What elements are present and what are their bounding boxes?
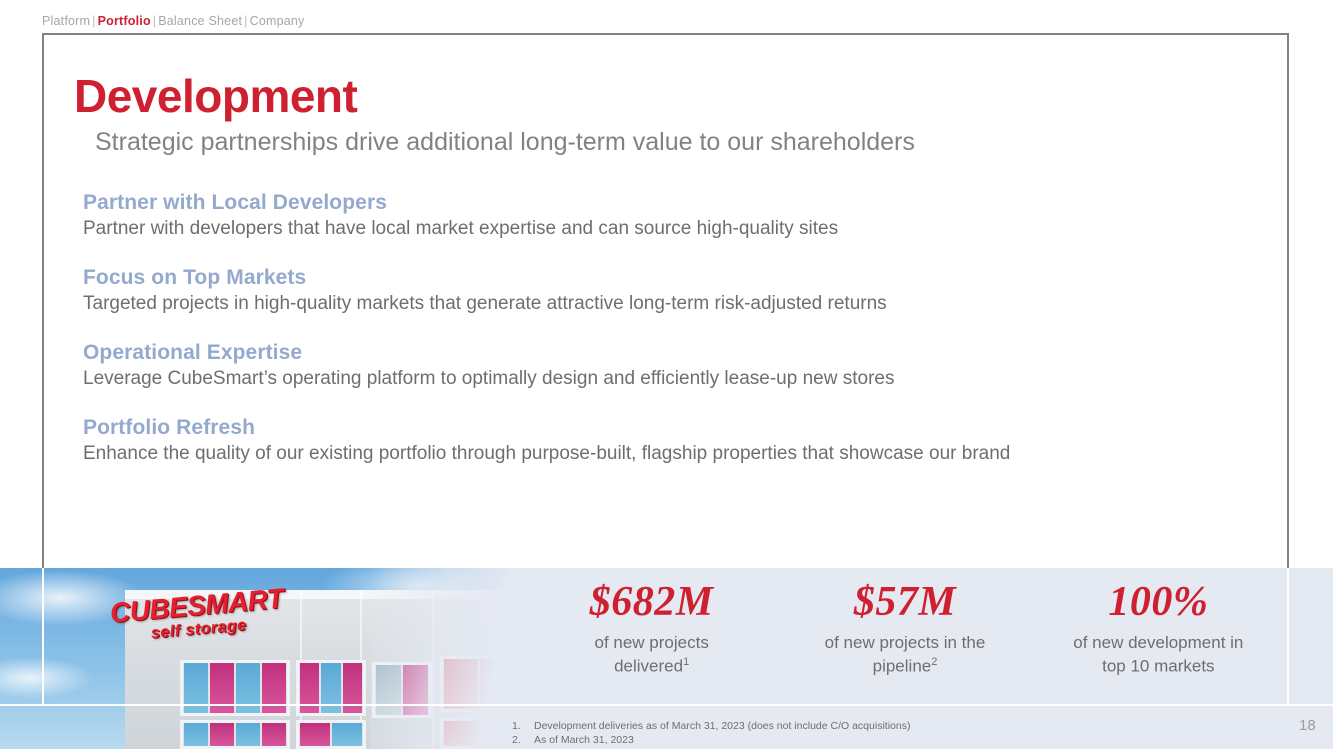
stat-new-projects-delivered: $682M of new projects delivered1	[525, 580, 778, 679]
breadcrumb-separator: |	[152, 14, 157, 28]
page-title: Development	[74, 70, 358, 122]
stat-label-line1: of new development in	[1073, 633, 1244, 653]
page-subtitle: Strategic partnerships drive additional …	[95, 128, 915, 156]
footnote-2: 2. As of March 31, 2023	[512, 733, 910, 747]
stat-label-line2: delivered	[614, 656, 684, 676]
section-heading: Portfolio Refresh	[83, 416, 256, 439]
section-body: Partner with developers that have local …	[83, 218, 839, 239]
stat-label-line1: of new projects in the	[824, 633, 986, 653]
window-band	[296, 720, 366, 749]
section-heading: Focus on Top Markets	[83, 266, 307, 289]
stat-label: of new development in top 10 markets	[1032, 632, 1285, 679]
window-band	[296, 660, 366, 716]
stats-row: $682M of new projects delivered1 $57M of…	[525, 580, 1285, 679]
footnote-number: 2.	[512, 734, 521, 747]
footnote-text: Development deliveries as of March 31, 2…	[534, 720, 911, 732]
stat-label-line1: of new projects	[594, 633, 709, 653]
stat-label-line2: pipeline	[872, 656, 932, 676]
stat-label: of new projects in the pipeline2	[778, 632, 1031, 679]
stat-label-line2: top 10 markets	[1102, 656, 1215, 676]
breadcrumb-item-balance-sheet[interactable]: Balance Sheet	[158, 14, 243, 28]
content-sections: Partner with Local Developers Partner wi…	[83, 191, 1233, 465]
section-body: Leverage CubeSmart’s operating platform …	[83, 368, 895, 389]
stat-new-projects-pipeline: $57M of new projects in the pipeline2	[778, 580, 1031, 679]
breadcrumb-item-company[interactable]: Company	[249, 14, 305, 28]
section-body: Targeted projects in high-quality market…	[83, 293, 887, 314]
section-heading: Partner with Local Developers	[83, 191, 387, 214]
stat-footnote-marker: 1	[683, 656, 690, 669]
stat-new-development-top-markets: 100% of new development in top 10 market…	[1032, 580, 1285, 679]
footnotes: 1. Development deliveries as of March 31,…	[512, 719, 910, 747]
frame-line-bottom	[0, 704, 1333, 706]
breadcrumb-separator: |	[92, 14, 96, 28]
section-focus-on-top-markets: Focus on Top Markets Targeted projects i…	[83, 266, 1233, 315]
cubesmart-building-photo: CUBESMART self storage	[0, 568, 520, 749]
breadcrumb-separator: |	[244, 14, 248, 28]
photo-fade-overlay	[370, 568, 520, 749]
section-heading: Operational Expertise	[83, 341, 303, 364]
footnote-number: 1.	[512, 720, 521, 732]
section-body: Enhance the quality of our existing port…	[83, 443, 1011, 464]
breadcrumb-item-platform[interactable]: Platform	[42, 14, 91, 28]
breadcrumb: Platform | Portfolio | Balance Sheet | Company	[42, 14, 305, 28]
section-portfolio-refresh: Portfolio Refresh Enhance the quality of…	[83, 416, 1233, 465]
stat-label: of new projects delivered1	[525, 632, 778, 679]
building-roofline	[125, 590, 520, 599]
window-band	[180, 660, 290, 716]
stat-value: $682M	[589, 579, 714, 625]
window-band	[180, 720, 290, 749]
footnote-1: 1. Development deliveries as of March 31,…	[512, 719, 910, 733]
page-number: 18	[1299, 717, 1316, 734]
frame-line-right	[1287, 568, 1289, 705]
breadcrumb-item-portfolio[interactable]: Portfolio	[97, 14, 151, 28]
footnote-text: As of March 31, 2023	[534, 734, 634, 747]
stat-value: 100%	[1108, 579, 1209, 625]
frame-line-left	[42, 568, 44, 705]
stats-banner: CUBESMART self storage $682M of new proj…	[0, 568, 1333, 749]
section-operational-expertise: Operational Expertise Leverage CubeSmart…	[83, 341, 1233, 390]
stat-value: $57M	[853, 579, 957, 625]
stat-footnote-marker: 2	[931, 656, 938, 669]
section-partner-with-local-developers: Partner with Local Developers Partner wi…	[83, 191, 1233, 240]
